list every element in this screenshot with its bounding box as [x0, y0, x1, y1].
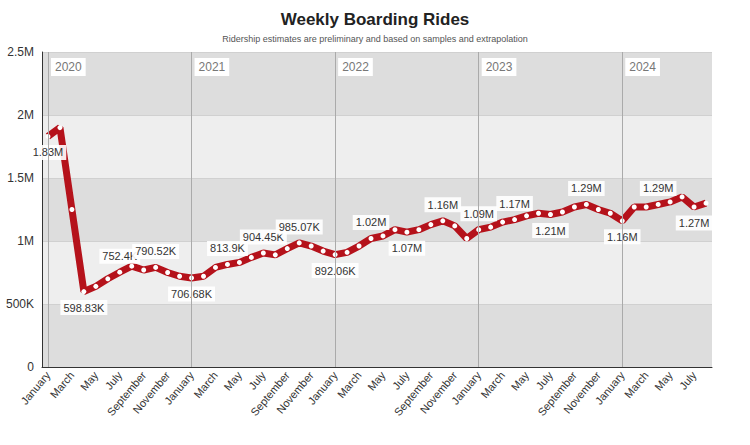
svg-text:1.5M: 1.5M [7, 171, 34, 185]
svg-text:904.45K: 904.45K [242, 231, 284, 243]
svg-text:1.09M: 1.09M [463, 207, 494, 220]
svg-text:March: March [478, 369, 507, 400]
svg-text:2021: 2021 [199, 60, 226, 74]
svg-text:1.21M: 1.21M [535, 225, 566, 237]
svg-text:September: September [535, 369, 579, 419]
svg-text:813.9K: 813.9K [210, 242, 245, 255]
svg-text:1.07M: 1.07M [392, 242, 423, 254]
svg-text:May: May [652, 369, 675, 393]
svg-text:985.07K: 985.07K [279, 221, 321, 233]
svg-text:0: 0 [27, 360, 34, 374]
svg-text:March: March [622, 369, 651, 400]
svg-text:March: March [48, 369, 77, 400]
svg-text:2023: 2023 [486, 60, 513, 74]
svg-text:November: November [130, 369, 172, 416]
svg-text:2020: 2020 [55, 60, 82, 74]
svg-text:Weekly Boarding Rides: Weekly Boarding Rides [281, 10, 470, 29]
svg-text:2022: 2022 [342, 60, 369, 74]
svg-text:July: July [533, 369, 555, 392]
svg-text:May: May [221, 369, 244, 393]
svg-text:Ridership estimates are prelim: Ridership estimates are preliminary and … [222, 34, 528, 44]
svg-text:598.83K: 598.83K [63, 302, 105, 314]
svg-text:706.68K: 706.68K [171, 288, 212, 300]
svg-text:May: May [509, 369, 532, 393]
svg-text:July: July [246, 369, 268, 392]
svg-text:500K: 500K [6, 297, 34, 311]
svg-text:November: November [418, 369, 460, 416]
svg-text:January: January [305, 369, 340, 407]
svg-text:January: January [449, 369, 484, 407]
svg-text:January: January [162, 369, 197, 407]
svg-text:September: September [391, 369, 436, 419]
svg-text:1.02M: 1.02M [356, 216, 387, 228]
svg-text:March: March [191, 369, 220, 400]
svg-text:May: May [78, 369, 101, 393]
svg-text:2024: 2024 [629, 60, 656, 74]
svg-text:752.4K: 752.4K [102, 250, 138, 263]
svg-text:March: March [335, 369, 364, 400]
svg-text:November: November [561, 369, 603, 416]
svg-text:1.29M: 1.29M [643, 182, 674, 194]
svg-text:September: September [104, 369, 149, 419]
svg-text:1.29M: 1.29M [571, 182, 602, 194]
svg-text:January: January [593, 369, 628, 407]
svg-text:1.27M: 1.27M [679, 217, 710, 229]
svg-text:1.17M: 1.17M [499, 198, 530, 210]
svg-text:July: July [677, 369, 699, 392]
svg-text:January: January [18, 369, 53, 407]
svg-text:July: July [390, 369, 412, 392]
svg-text:September: September [248, 369, 292, 419]
svg-text:1M: 1M [17, 234, 34, 248]
svg-text:1.16M: 1.16M [428, 199, 459, 211]
svg-text:892.06K: 892.06K [314, 264, 356, 277]
svg-text:November: November [274, 369, 316, 416]
svg-text:1.83M: 1.83M [33, 146, 64, 158]
svg-text:July: July [103, 369, 125, 392]
svg-text:2.5M: 2.5M [7, 45, 34, 59]
svg-text:1.16M: 1.16M [607, 230, 638, 243]
svg-text:May: May [365, 369, 388, 393]
svg-text:2M: 2M [17, 108, 34, 122]
svg-text:790.52K: 790.52K [135, 245, 177, 257]
